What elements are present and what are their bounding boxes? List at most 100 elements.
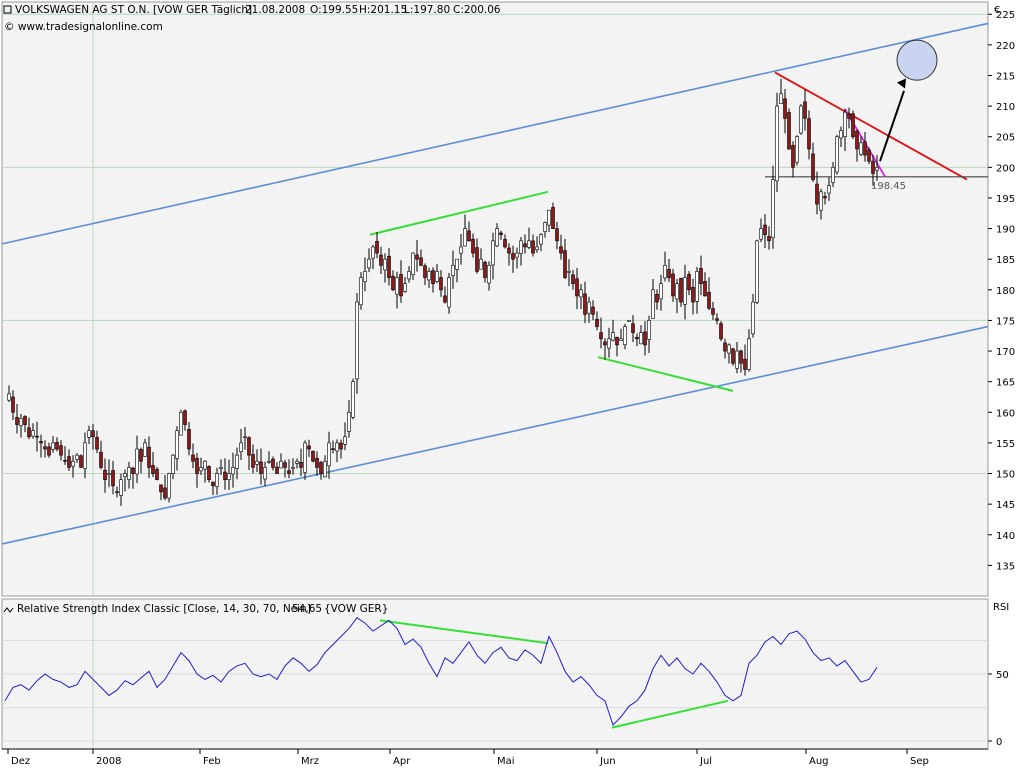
candle-body: [403, 283, 407, 292]
candle-body: [211, 481, 215, 487]
candle-body: [427, 271, 431, 281]
candle-body: [811, 153, 815, 180]
candle-body: [847, 113, 851, 119]
header-low: L:197.80: [404, 4, 450, 16]
candle-body: [463, 228, 467, 247]
header-symbol: VOLKSWAGEN AG ST O.N. [VOW GER Täglich]: [15, 4, 252, 16]
candle-body: [87, 430, 91, 438]
candle-body: [611, 332, 615, 341]
candle-body: [743, 358, 747, 370]
price-tick-label: 205: [996, 133, 1015, 144]
candle-body: [63, 460, 67, 462]
candle-body: [31, 430, 35, 437]
lower-channel-line: [1, 325, 989, 545]
candle-body: [511, 253, 515, 260]
candle-body: [623, 326, 627, 346]
candle-body: [747, 338, 751, 370]
x-tick-label: Jun: [599, 756, 616, 767]
candle-body: [819, 191, 823, 211]
candle-body: [851, 113, 855, 138]
candle-body: [259, 461, 263, 474]
price-tick-label: 215: [996, 71, 1015, 82]
candle-body: [687, 274, 691, 291]
target-arrow-head: [897, 78, 906, 89]
candle-body: [727, 344, 731, 354]
candle-body: [559, 246, 563, 254]
candle-body: [423, 265, 427, 278]
candle-body: [703, 281, 707, 297]
candle-body: [279, 460, 283, 469]
header-date: 21.08.2008: [245, 4, 305, 16]
candle-body: [231, 467, 235, 475]
candle-body: [699, 268, 703, 284]
header-close: C:200.06: [453, 4, 501, 16]
candle-body: [255, 460, 259, 465]
candle-body: [639, 332, 643, 345]
candle-body: [483, 262, 487, 278]
candle-body: [419, 257, 423, 266]
candle-body: [115, 491, 119, 493]
price-tick-label: 145: [996, 500, 1015, 511]
candle-body: [295, 460, 299, 464]
candle-body: [395, 277, 399, 295]
candle-body: [835, 136, 839, 173]
candle-body: [543, 222, 547, 232]
candle-body: [839, 130, 843, 139]
candle-body: [159, 484, 163, 493]
x-tick-label: Aug: [809, 756, 829, 767]
candle-body: [107, 473, 111, 475]
resistance-line: [774, 71, 968, 181]
candle-body: [791, 145, 795, 168]
currency-label: €: [994, 5, 1000, 16]
candle-body: [111, 470, 115, 487]
candle-body: [551, 207, 555, 229]
candle-body: [535, 246, 539, 250]
rsi-tick-label: 0: [996, 737, 1002, 748]
candle-body: [147, 446, 151, 468]
candle-body: [119, 479, 123, 496]
candle-body: [291, 467, 295, 469]
candle-body: [139, 449, 143, 462]
candle-body: [659, 283, 663, 300]
candle-body: [731, 348, 735, 364]
candle-body: [27, 427, 31, 438]
candle-body: [355, 301, 359, 380]
candle-body: [439, 277, 443, 291]
target-circle: [896, 39, 938, 81]
candle-body: [431, 270, 435, 284]
candle-body: [67, 456, 71, 468]
price-tick-label: 140: [996, 531, 1015, 542]
candle-body: [763, 224, 767, 236]
price-tick-label: 190: [996, 225, 1015, 236]
rsi-divergence-low: [611, 699, 729, 729]
candle-body: [7, 393, 11, 401]
candle-body: [187, 429, 191, 450]
candle-body: [271, 458, 275, 468]
header: VOLKSWAGEN AG ST O.N. [VOW GER Täglich] …: [3, 4, 1000, 33]
candle-body: [375, 240, 379, 254]
candle-body: [35, 435, 39, 438]
price-grid: [2, 2, 988, 596]
candle-body: [131, 467, 135, 474]
candle-body: [399, 274, 403, 297]
rsi-axis-label: RSI: [993, 602, 1009, 613]
candle-body: [283, 462, 287, 468]
rsi-y-axis: 0 50: [988, 670, 1009, 748]
upper-channel-line: [1, 22, 989, 245]
candles: [7, 78, 879, 506]
header-icon: [3, 5, 12, 14]
level-label: 198.45: [871, 181, 906, 192]
candle-body: [527, 240, 531, 248]
candle-body: [459, 246, 463, 254]
x-tick-label: Feb: [203, 756, 221, 767]
candle-body: [823, 196, 827, 199]
candle-body: [479, 258, 483, 270]
candle-body: [323, 460, 327, 478]
x-tick-label: Apr: [393, 756, 411, 767]
candle-body: [759, 228, 763, 240]
candle-body: [575, 278, 579, 297]
candle-body: [507, 247, 511, 254]
candle-body: [591, 306, 595, 315]
candle-body: [663, 265, 667, 279]
candle-body: [619, 338, 623, 341]
